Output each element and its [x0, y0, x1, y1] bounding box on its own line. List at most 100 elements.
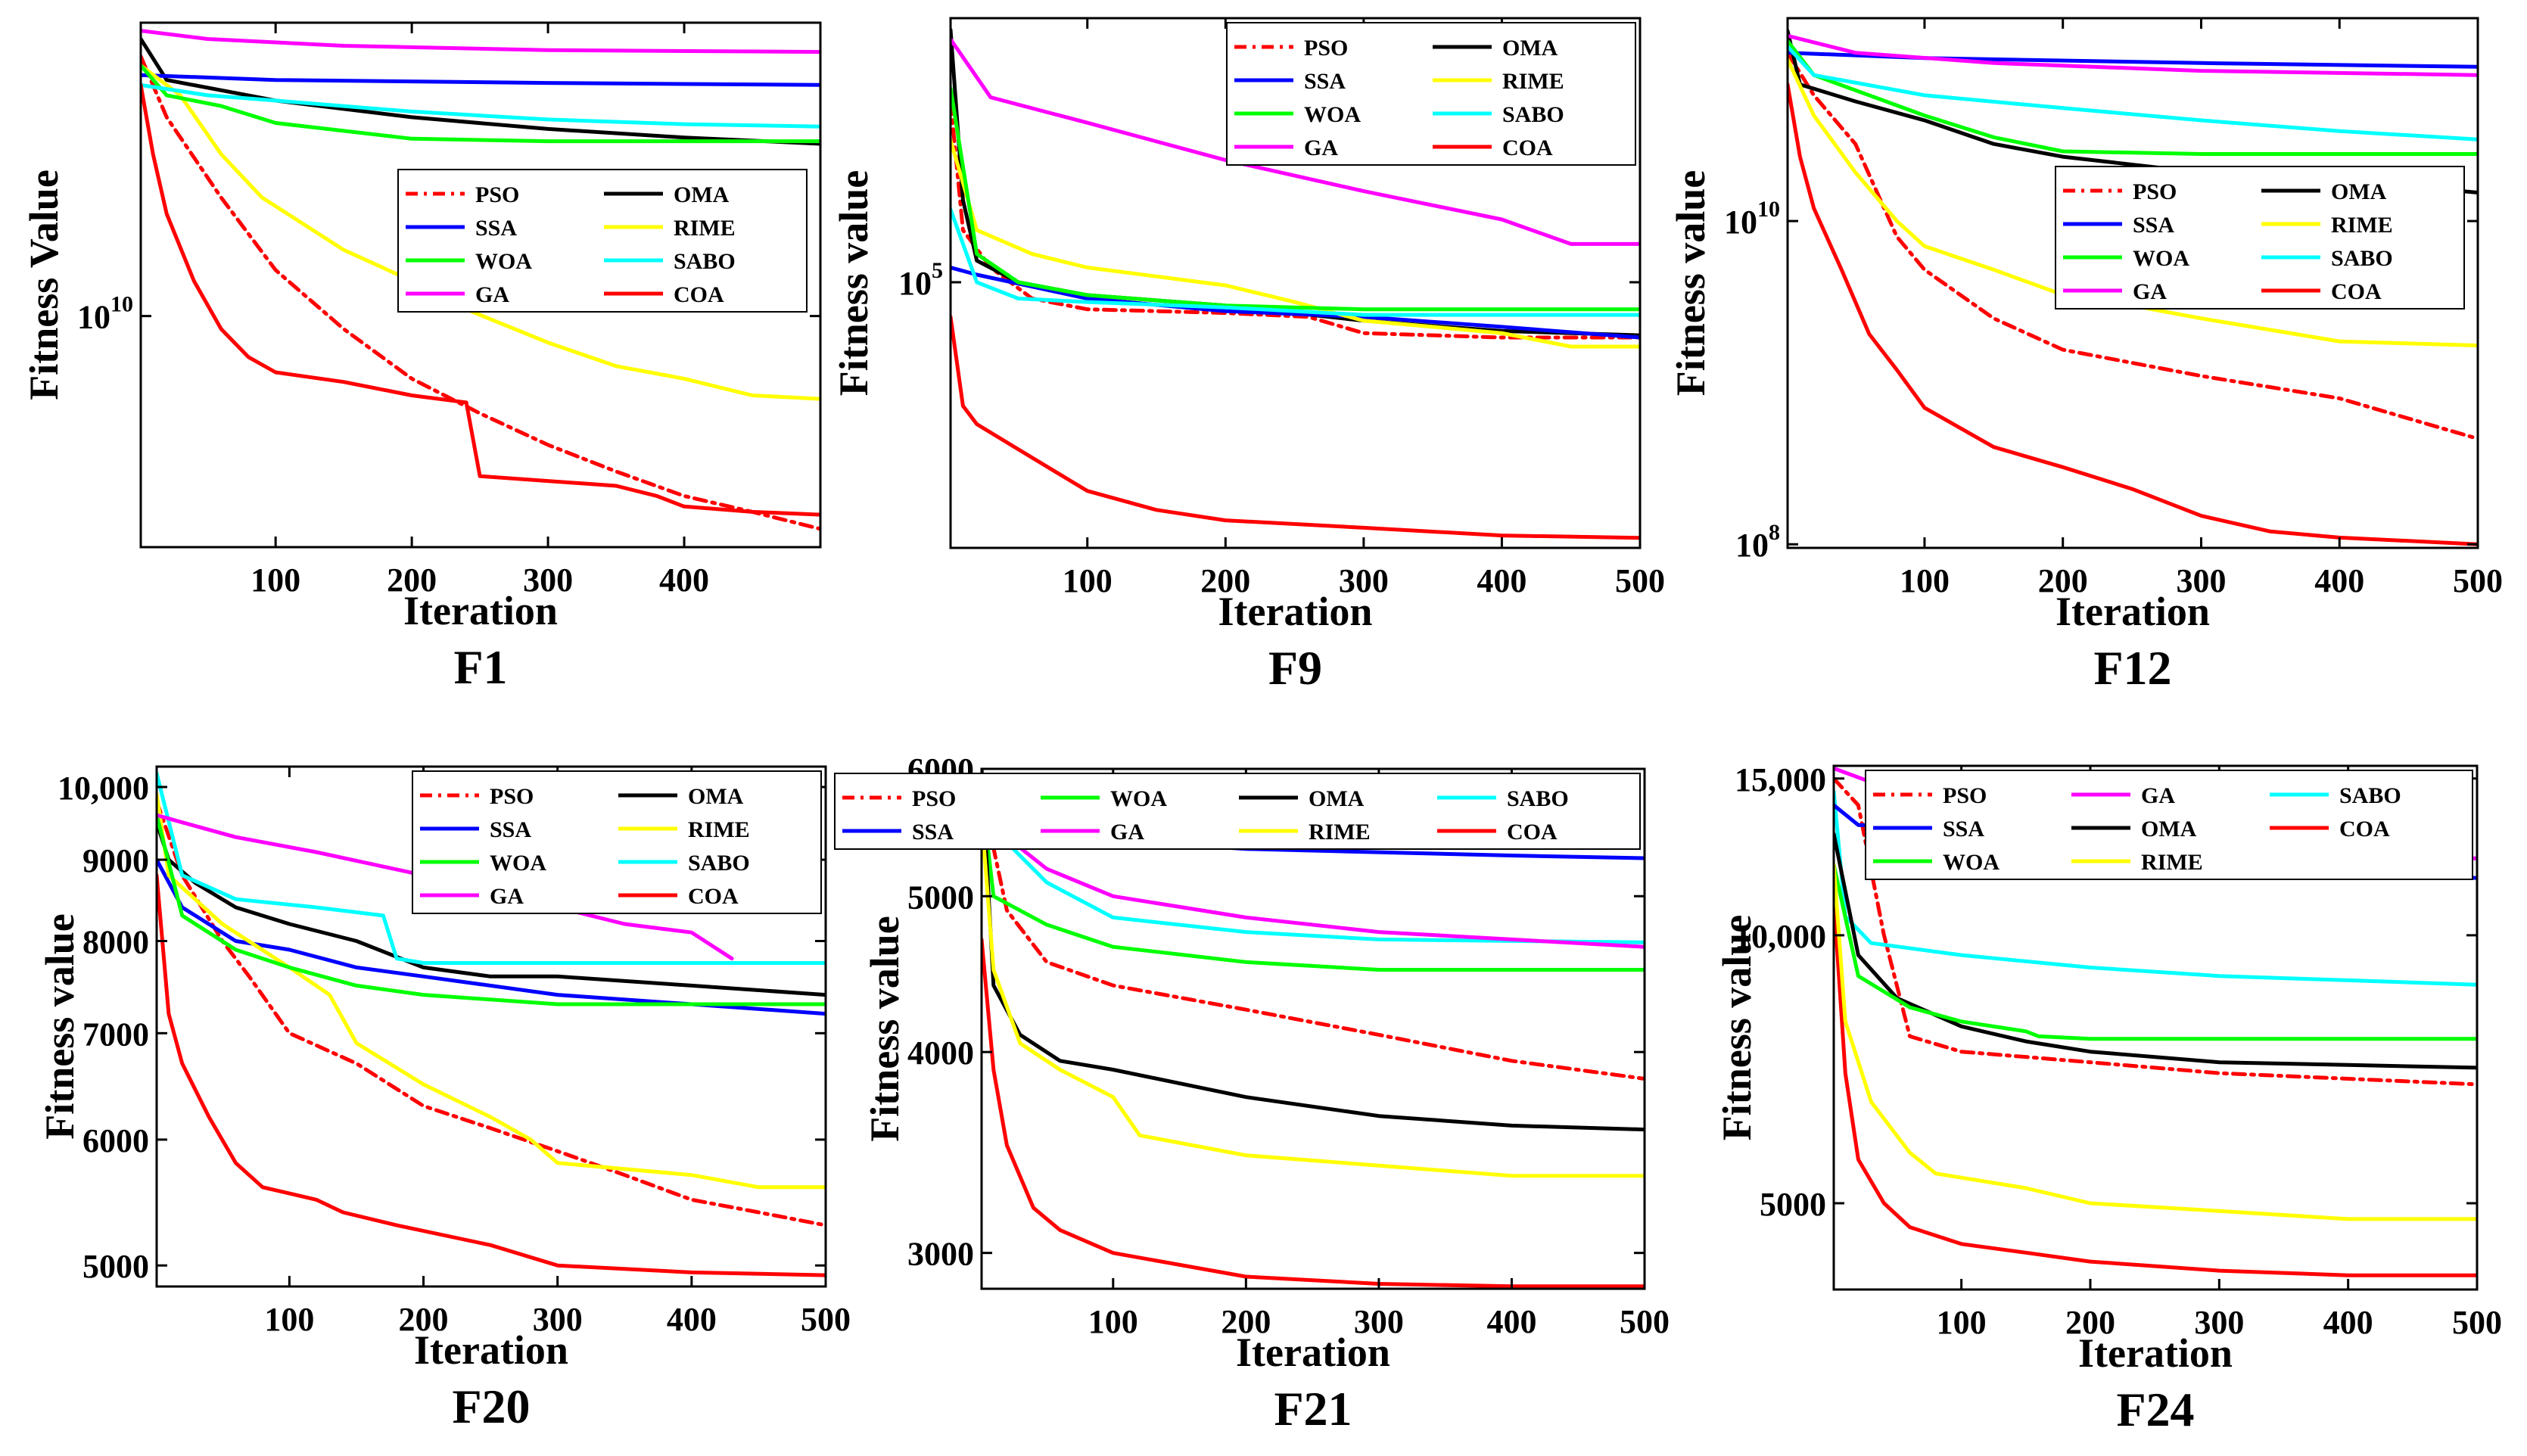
series-line-ssa — [157, 857, 826, 1016]
x-axis-label: Iteration — [1236, 1330, 1390, 1375]
y-tick-label: 5000 — [907, 879, 974, 916]
legend-label-oma: OMA — [688, 784, 744, 809]
x-tick-label: 500 — [2452, 1304, 2502, 1341]
plot-frame — [980, 767, 1646, 1290]
y-tick-label: 15,000 — [1735, 761, 1826, 798]
y-tick-label: 5000 — [1760, 1186, 1826, 1223]
x-tick-label: 200 — [399, 1301, 449, 1338]
series-line-sabo — [157, 771, 826, 965]
y-tick-label: 9000 — [82, 842, 149, 879]
x-tick-label: 400 — [2323, 1304, 2373, 1341]
legend: PSO OMA SSA RIME WOA SABO GA COA — [2055, 166, 2465, 310]
x-tick-label: 400 — [1477, 562, 1526, 599]
legend-label-rime: RIME — [674, 216, 736, 241]
legend-label-coa: COA — [674, 282, 724, 307]
legend-label-ga: GA — [1110, 820, 1144, 845]
legend-label-rime: RIME — [1502, 69, 1564, 94]
legend: PSO OMA SSA RIME WOA SABO GA COA — [412, 770, 822, 914]
y-axis-label: Fitness value — [1714, 915, 1760, 1141]
x-tick-label: 200 — [387, 562, 437, 599]
series-line-pso — [1788, 51, 2478, 441]
y-tick-label: 1010 — [1724, 197, 1780, 241]
x-tick-label: 200 — [1200, 562, 1250, 599]
x-tick-label: 400 — [1486, 1303, 1536, 1340]
legend-label-pso: PSO — [1304, 36, 1348, 61]
series-line-pso — [141, 54, 820, 531]
series-line-oma — [1834, 832, 2477, 1070]
series-line-ga — [982, 815, 1645, 949]
y-tick-label: 1010 — [77, 292, 133, 336]
legend-label-ssa: SSA — [2133, 213, 2174, 238]
legend-label-sabo: SABO — [2339, 783, 2401, 808]
chart-title: F1 — [453, 640, 507, 694]
series-line-pso — [951, 100, 1640, 340]
plot-frame — [139, 21, 822, 549]
x-tick-label: 200 — [1221, 1303, 1271, 1340]
chart-title: F20 — [452, 1380, 530, 1433]
x-tick-label: 300 — [1339, 562, 1389, 599]
series-line-ssa — [1788, 51, 2478, 69]
x-axis-label: Iteration — [403, 588, 558, 633]
x-axis-label: Iteration — [2056, 589, 2210, 634]
series-line-rime — [157, 792, 826, 1190]
chart-F1: 100 200 300 400 1010 Iteration Fitness Value F1… — [21, 21, 822, 694]
y-tick-label: 108 — [1735, 520, 1780, 564]
series-line-woa — [157, 813, 826, 1006]
series-line-oma — [982, 769, 1645, 1132]
x-tick-label: 100 — [264, 1301, 314, 1338]
legend-label-pso: PSO — [475, 182, 519, 207]
chart-F12: 100 200 300 400 500 1010 108 Iteration Fitness v… — [1668, 17, 2503, 695]
x-tick-label: 500 — [801, 1301, 851, 1338]
y-axis-label: Fitness value — [1668, 170, 1713, 397]
legend: PSO OMA SSA RIME WOA SABO GA COA — [1226, 22, 1636, 166]
legend-label-sabo: SABO — [1507, 786, 1569, 811]
legend-label-oma: OMA — [2141, 817, 2197, 842]
series-line-woa — [141, 64, 820, 144]
x-tick-label: 400 — [667, 1301, 717, 1338]
series-line-rime — [982, 815, 1645, 1178]
series-line-sabo — [951, 207, 1640, 317]
series-line-woa — [1834, 863, 2477, 1041]
legend-label-pso: PSO — [1943, 783, 1987, 808]
x-tick-label: 300 — [533, 1301, 583, 1338]
legend-label-coa: COA — [1507, 820, 1558, 845]
series-line-woa — [982, 790, 1645, 972]
y-axis-label: Fitness value — [831, 170, 876, 397]
legend: PSO WOA OMA SABO SSA GA RIME COA — [834, 773, 1641, 850]
series-line-rime — [1834, 863, 2477, 1221]
y-tick-label: 105 — [898, 258, 943, 302]
legend-box — [834, 773, 1641, 850]
x-tick-label: 300 — [2176, 562, 2226, 599]
series-group — [1788, 29, 2478, 546]
legend-label-coa: COA — [2331, 279, 2382, 304]
legend-label-coa: COA — [2339, 817, 2390, 842]
legend-label-woa: WOA — [490, 851, 546, 876]
chart-title: F9 — [1268, 641, 1322, 695]
x-axis-label: Iteration — [1218, 589, 1373, 634]
legend-label-sabo: SABO — [674, 249, 736, 274]
x-tick-label: 100 — [1088, 1303, 1138, 1340]
legend-label-ssa: SSA — [490, 817, 531, 842]
x-tick-label: 100 — [1900, 562, 1950, 599]
series-group — [951, 28, 1640, 540]
legend-label-oma: OMA — [1309, 786, 1365, 811]
x-tick-label: 400 — [659, 562, 709, 599]
series-line-ssa — [951, 266, 1640, 340]
y-tick-label: 4000 — [907, 1034, 974, 1072]
y-axis-label: Fitness value — [862, 916, 907, 1142]
y-tick-label: 7000 — [82, 1016, 149, 1053]
legend-label-coa: COA — [1502, 135, 1553, 160]
legend-label-ga: GA — [2141, 783, 2175, 808]
x-tick-label: 200 — [2065, 1304, 2115, 1341]
legend-label-ssa: SSA — [912, 820, 954, 845]
y-axis-label: Fitness value — [37, 913, 82, 1140]
legend-label-sabo: SABO — [688, 851, 750, 876]
y-tick-label: 6000 — [82, 1122, 149, 1159]
x-tick-label: 500 — [2453, 562, 2503, 599]
legend-box — [1865, 770, 2473, 880]
x-tick-label: 500 — [1620, 1303, 1670, 1340]
series-line-coa — [982, 937, 1645, 1289]
x-tick-label: 100 — [1937, 1304, 1987, 1341]
legend-label-woa: WOA — [2133, 246, 2189, 271]
legend-label-ga: GA — [2133, 279, 2167, 304]
